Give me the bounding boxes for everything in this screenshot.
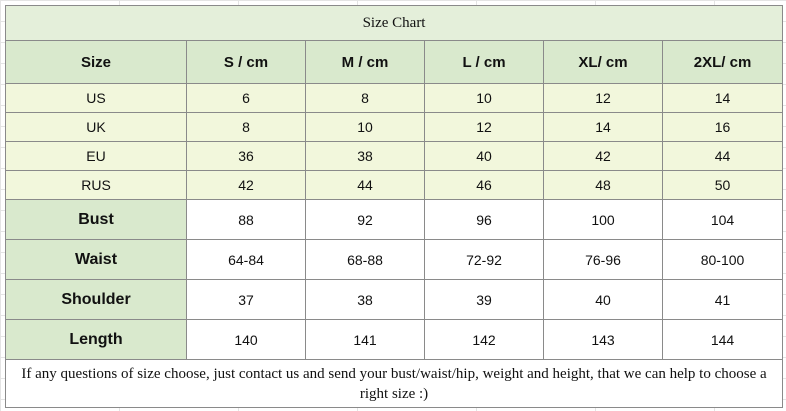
- measure-value: 40: [543, 279, 663, 320]
- size-label: UK: [5, 112, 187, 142]
- size-label: RUS: [5, 170, 187, 200]
- measure-value: 68-88: [305, 239, 425, 280]
- header-cell: L / cm: [424, 40, 544, 84]
- size-row: EU 36 38 40 42 44: [5, 141, 784, 171]
- size-value: 10: [305, 112, 425, 142]
- measure-label: Shoulder: [5, 279, 187, 320]
- size-value: 44: [305, 170, 425, 200]
- measure-value: 41: [661, 279, 784, 320]
- title-row: Size Chart: [4, 5, 784, 41]
- size-label: US: [5, 83, 187, 113]
- size-row: RUS 42 44 46 48 50: [5, 170, 784, 200]
- measure-value: 37: [186, 279, 306, 320]
- size-row: UK 8 10 12 14 16: [5, 112, 784, 142]
- header-cell: 2XL/ cm: [661, 40, 784, 84]
- size-value: 42: [186, 170, 306, 200]
- measure-value: 76-96: [543, 239, 663, 280]
- measure-value: 39: [424, 279, 544, 320]
- measure-value: 64-84: [186, 239, 306, 280]
- size-value: 42: [543, 141, 663, 171]
- table-body: Size Chart Size S / cm M / cm L / cm XL/ cm 2…: [4, 5, 784, 408]
- measure-label: Waist: [5, 239, 187, 280]
- measure-row: Bust 88 92 96 100 104: [5, 199, 784, 240]
- measure-value: 72-92: [424, 239, 544, 280]
- measure-value: 140: [186, 319, 306, 360]
- size-value: 14: [661, 83, 784, 113]
- measure-label: Length: [5, 319, 187, 360]
- measure-value: 96: [424, 199, 544, 240]
- measure-value: 143: [543, 319, 663, 360]
- size-label: EU: [5, 141, 187, 171]
- header-row: Size S / cm M / cm L / cm XL/ cm 2XL/ cm: [5, 40, 784, 84]
- note-text: If any questions of size choose, just co…: [4, 359, 784, 408]
- note-row: If any questions of size choose, just co…: [4, 359, 784, 408]
- size-value: 6: [186, 83, 306, 113]
- size-value: 10: [424, 83, 544, 113]
- measure-value: 88: [186, 199, 306, 240]
- measure-value: 142: [424, 319, 544, 360]
- measure-row: Length 140 141 142 143 144: [5, 319, 784, 360]
- measure-value: 100: [543, 199, 663, 240]
- size-row: US 6 8 10 12 14: [5, 83, 784, 113]
- measure-row: Shoulder 37 38 39 40 41: [5, 279, 784, 320]
- header-cell: M / cm: [305, 40, 425, 84]
- measure-value: 92: [305, 199, 425, 240]
- size-value: 8: [305, 83, 425, 113]
- header-cell: Size: [5, 40, 187, 84]
- size-value: 12: [543, 83, 663, 113]
- size-value: 16: [661, 112, 784, 142]
- measure-value: 80-100: [661, 239, 784, 280]
- size-value: 14: [543, 112, 663, 142]
- size-value: 8: [186, 112, 306, 142]
- measure-label: Bust: [5, 199, 187, 240]
- size-chart-table: Size Chart Size S / cm M / cm L / cm XL/ cm 2…: [4, 5, 784, 408]
- size-value: 46: [424, 170, 544, 200]
- size-value: 12: [424, 112, 544, 142]
- size-value: 48: [543, 170, 663, 200]
- measure-row: Waist 64-84 68-88 72-92 76-96 80-100: [5, 239, 784, 280]
- header-cell: XL/ cm: [543, 40, 663, 84]
- measure-value: 104: [661, 199, 784, 240]
- measure-value: 38: [305, 279, 425, 320]
- size-value: 40: [424, 141, 544, 171]
- size-value: 36: [186, 141, 306, 171]
- table-title: Size Chart: [4, 5, 784, 41]
- size-value: 50: [661, 170, 784, 200]
- measure-value: 141: [305, 319, 425, 360]
- measure-value: 144: [661, 319, 784, 360]
- size-value: 38: [305, 141, 425, 171]
- header-cell: S / cm: [186, 40, 306, 84]
- size-value: 44: [661, 141, 784, 171]
